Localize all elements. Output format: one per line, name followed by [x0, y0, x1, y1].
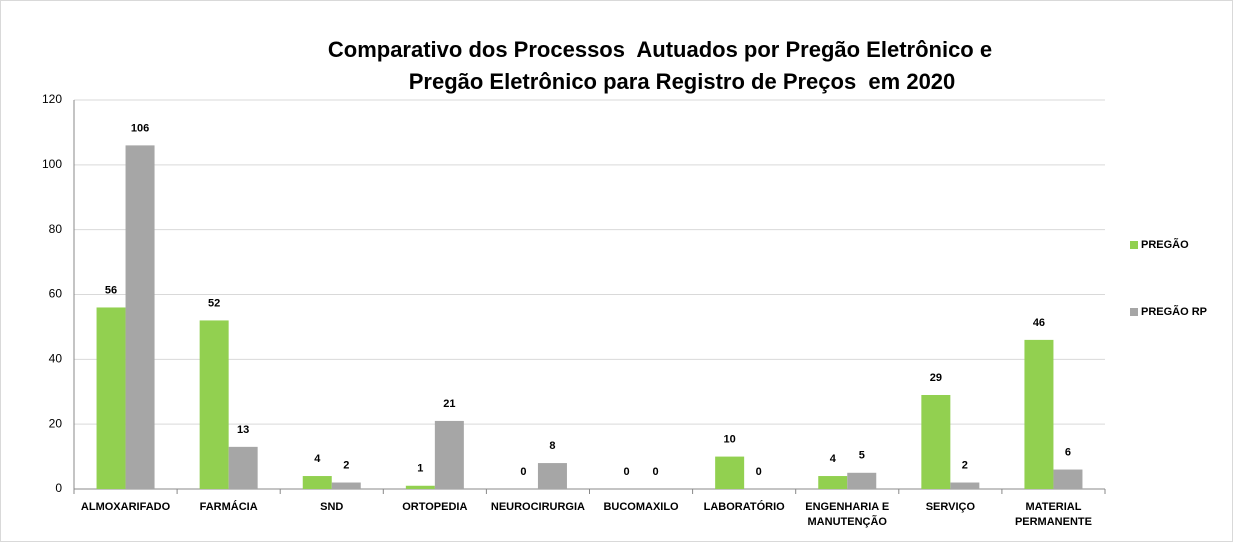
value-label: 13 — [237, 424, 249, 436]
x-tick-label: PERMANENTE — [1015, 516, 1092, 528]
bar — [125, 145, 155, 489]
y-tick-label: 20 — [49, 416, 63, 430]
x-tick-label: SND — [320, 501, 343, 513]
x-tick-label: NEUROCIRURGIA — [491, 501, 585, 513]
bar — [1053, 469, 1083, 489]
value-label: 10 — [724, 433, 736, 445]
bar — [1024, 339, 1054, 489]
value-label: 21 — [443, 398, 455, 410]
bar — [199, 320, 229, 489]
legend-label: PREGÃO RP — [1141, 305, 1207, 318]
x-tick-label: SERVIÇO — [926, 501, 976, 513]
value-label: 5 — [859, 450, 865, 462]
legend-swatch — [1130, 308, 1138, 316]
legend-swatch — [1130, 241, 1138, 249]
value-label: 29 — [930, 372, 942, 384]
bar — [228, 446, 258, 489]
x-tick-label: MATERIAL — [1025, 501, 1081, 513]
x-tick-label: BUCOMAXILO — [603, 501, 679, 513]
value-label: 46 — [1033, 317, 1045, 329]
value-label: 2 — [343, 459, 349, 471]
y-tick-label: 100 — [42, 157, 62, 171]
value-label: 0 — [623, 466, 629, 478]
x-tick-label: ORTOPEDIA — [402, 501, 467, 513]
x-tick-label: ALMOXARIFADO — [81, 501, 171, 513]
chart-title: Comparativo dos Processos Autuados por P… — [328, 37, 992, 62]
y-tick-label: 40 — [49, 352, 63, 366]
value-label: 52 — [208, 297, 220, 309]
bar — [405, 485, 435, 489]
bar — [302, 476, 332, 489]
x-tick-label: MANUTENÇÃO — [808, 515, 888, 528]
value-label: 4 — [830, 453, 837, 465]
y-tick-label: 60 — [49, 287, 63, 301]
bar — [818, 476, 848, 489]
bar — [847, 472, 877, 489]
value-label: 8 — [549, 440, 555, 452]
value-label: 2 — [962, 459, 968, 471]
bar — [331, 482, 361, 489]
x-tick-label: LABORATÓRIO — [704, 500, 786, 513]
bar — [921, 394, 951, 489]
value-label: 0 — [520, 466, 526, 478]
value-label: 1 — [417, 463, 423, 475]
x-tick-label: ENGENHARIA E — [805, 501, 889, 513]
bar — [96, 307, 126, 489]
y-tick-label: 0 — [55, 481, 62, 495]
value-label: 4 — [314, 453, 321, 465]
bar — [537, 463, 567, 489]
x-tick-label: FARMÁCIA — [200, 500, 258, 513]
bar — [950, 482, 980, 489]
value-label: 56 — [105, 284, 117, 296]
bar — [434, 420, 464, 489]
value-label: 0 — [652, 466, 658, 478]
y-tick-label: 120 — [42, 92, 62, 106]
chart-title: Pregão Eletrônico para Registro de Preço… — [409, 69, 956, 94]
legend-label: PREGÃO — [1141, 238, 1189, 251]
bar — [715, 456, 745, 489]
value-label: 0 — [756, 466, 762, 478]
value-label: 6 — [1065, 446, 1071, 458]
value-label: 106 — [131, 122, 149, 134]
y-tick-label: 80 — [49, 222, 63, 236]
